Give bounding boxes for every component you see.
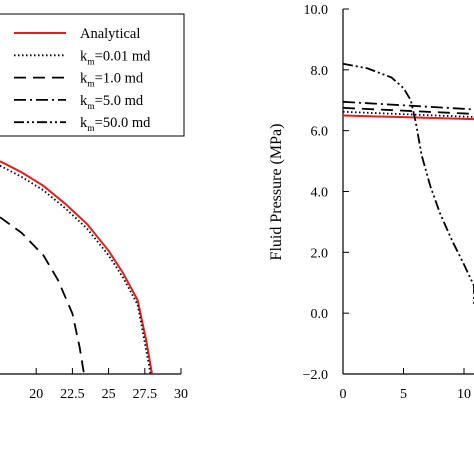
left-x-tick-label: 20 (29, 387, 43, 402)
right-panel: 10.0 8.0 6.0 4.0 2.0 0.0 −2.0 0 5 10 Fluid Pressu… (268, 3, 474, 402)
left-series-line (0, 164, 152, 375)
right-y-tick-label: 6.0 (311, 125, 329, 140)
right-y-tick-label: 8.0 (311, 64, 329, 79)
right-y-tick-label: −2.0 (303, 368, 328, 383)
legend-label: km=0.01 md (80, 48, 151, 67)
right-y-tick-label: 10.0 (304, 3, 329, 18)
right-series-line (342, 107, 474, 115)
legend: Analytical km=0.01 md km=1.0 md km=5.0 md km… (0, 13, 185, 137)
right-series-line (342, 114, 474, 121)
right-y-tick-label: 4.0 (311, 186, 329, 201)
right-x-tick-label: 0 (340, 387, 347, 402)
legend-label: km=1.0 md (80, 71, 144, 90)
legend-label: km=50.0 md (80, 115, 151, 134)
left-x-ticks: 20 22.5 25 27.5 30 (29, 368, 188, 402)
right-series-line (342, 110, 474, 118)
right-series (342, 62, 474, 304)
legend-label: km=5.0 md (80, 93, 144, 112)
right-y-tick-label: 0.0 (311, 307, 329, 322)
right-series-line (342, 62, 474, 304)
left-x-tick-label: 27.5 (133, 387, 158, 402)
right-y-tick-label: 2.0 (311, 246, 329, 261)
left-panel: 20 22.5 25 27.5 30 (0, 160, 188, 402)
left-series-line (0, 216, 85, 375)
left-x-tick-label: 30 (174, 387, 188, 402)
right-ticks: 10.0 8.0 6.0 4.0 2.0 0.0 −2.0 0 5 10 (303, 3, 471, 402)
right-x-tick-label: 10 (457, 387, 471, 402)
right-y-axis-title: Fluid Pressure (MPa) (268, 124, 285, 261)
legend-box (0, 13, 185, 137)
left-series-line (0, 160, 153, 375)
right-x-tick-label: 5 (400, 387, 407, 402)
left-x-tick-label: 25 (102, 387, 116, 402)
legend-label: Analytical (80, 26, 140, 42)
left-x-tick-label: 22.5 (60, 387, 85, 402)
left-series (0, 160, 153, 375)
